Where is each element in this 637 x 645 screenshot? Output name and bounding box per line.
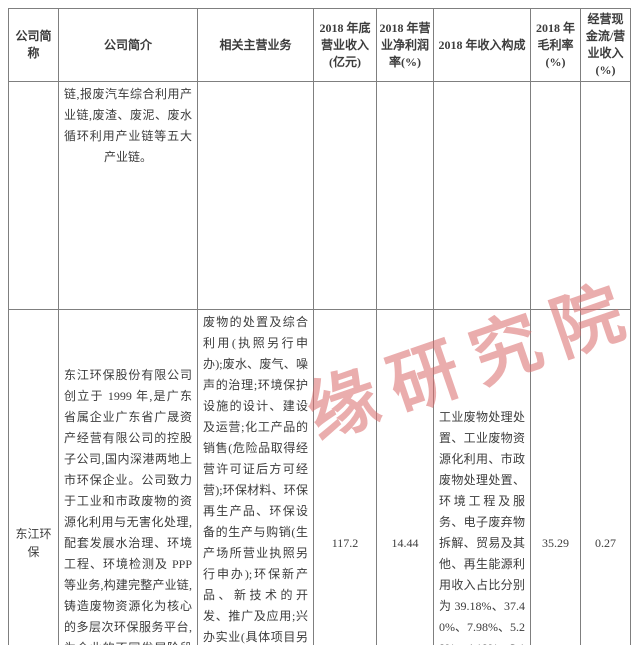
header-cashflow-to-revenue: 经营现金流/营业收入(%) — [580, 8, 631, 82]
cell-company-profile: 链,报废汽车综合利用产业链,废渣、废泥、废水循环利用产业链等五大产业链。 — [58, 81, 198, 310]
cell-revenue: 117.2 — [313, 309, 377, 645]
header-company-profile: 公司简介 — [58, 8, 198, 82]
company-comparison-table: 公司简称 公司简介 相关主营业务 2018 年底营业收入(亿元) 2018 年营… — [8, 8, 631, 645]
table-row-continuation: 链,报废汽车综合利用产业链,废渣、废泥、废水循环利用产业链等五大产业链。 — [8, 81, 631, 310]
cell-revenue — [313, 81, 377, 310]
cell-gross-margin: 35.29 — [530, 309, 581, 645]
cell-revenue-mix: 工业废物处理处置、工业废物资源化利用、市政废物处理处置、环境工程及服务、电子废弃… — [433, 309, 531, 645]
header-net-margin-2018: 2018 年营业净利润率(%) — [376, 8, 434, 82]
header-main-business: 相关主营业务 — [197, 8, 314, 82]
cell-main-business — [197, 81, 314, 310]
header-revenue-2018: 2018 年底营业收入(亿元) — [313, 8, 377, 82]
header-company-abbr: 公司简称 — [8, 8, 59, 82]
cell-gross-margin — [530, 81, 581, 310]
header-gross-margin-2018: 2018 年毛利率(%) — [530, 8, 581, 82]
cell-cashflow-ratio: 0.27 — [580, 309, 631, 645]
cell-net-margin — [376, 81, 434, 310]
cell-company-abbr: 东江环保 — [8, 309, 59, 645]
table-row-dongjiang: 东江环保 东江环保股份有限公司创立于 1999 年,是广东省属企业广东省广晟资产… — [8, 309, 631, 645]
cell-company-profile: 东江环保股份有限公司创立于 1999 年,是广东省属企业广东省广晟资产经营有限公… — [58, 309, 198, 645]
cell-net-margin: 14.44 — [376, 309, 434, 645]
header-revenue-mix-2018: 2018 年收入构成 — [433, 8, 531, 82]
cell-revenue-mix — [433, 81, 531, 310]
table-header-row: 公司简称 公司简介 相关主营业务 2018 年底营业收入(亿元) 2018 年营… — [8, 8, 631, 82]
cell-main-business: 废物的处置及综合利用(执照另行申办);废水、废气、噪声的治理;环境保护设施的设计… — [197, 309, 314, 645]
cell-company-abbr — [8, 81, 59, 310]
cell-cashflow-ratio — [580, 81, 631, 310]
